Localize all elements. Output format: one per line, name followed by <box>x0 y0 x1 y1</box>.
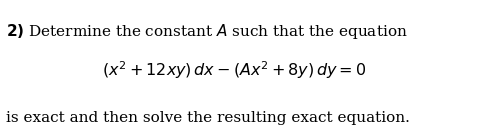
Text: $(x^2 + 12xy)\,dx - (Ax^2 + 8y)\,dy = 0$: $(x^2 + 12xy)\,dx - (Ax^2 + 8y)\,dy = 0$ <box>102 59 366 81</box>
Text: is exact and then solve the resulting exact equation.: is exact and then solve the resulting ex… <box>6 111 410 125</box>
Text: $\mathbf{2)}$ Determine the constant $A$ such that the equation: $\mathbf{2)}$ Determine the constant $A$… <box>6 22 408 41</box>
